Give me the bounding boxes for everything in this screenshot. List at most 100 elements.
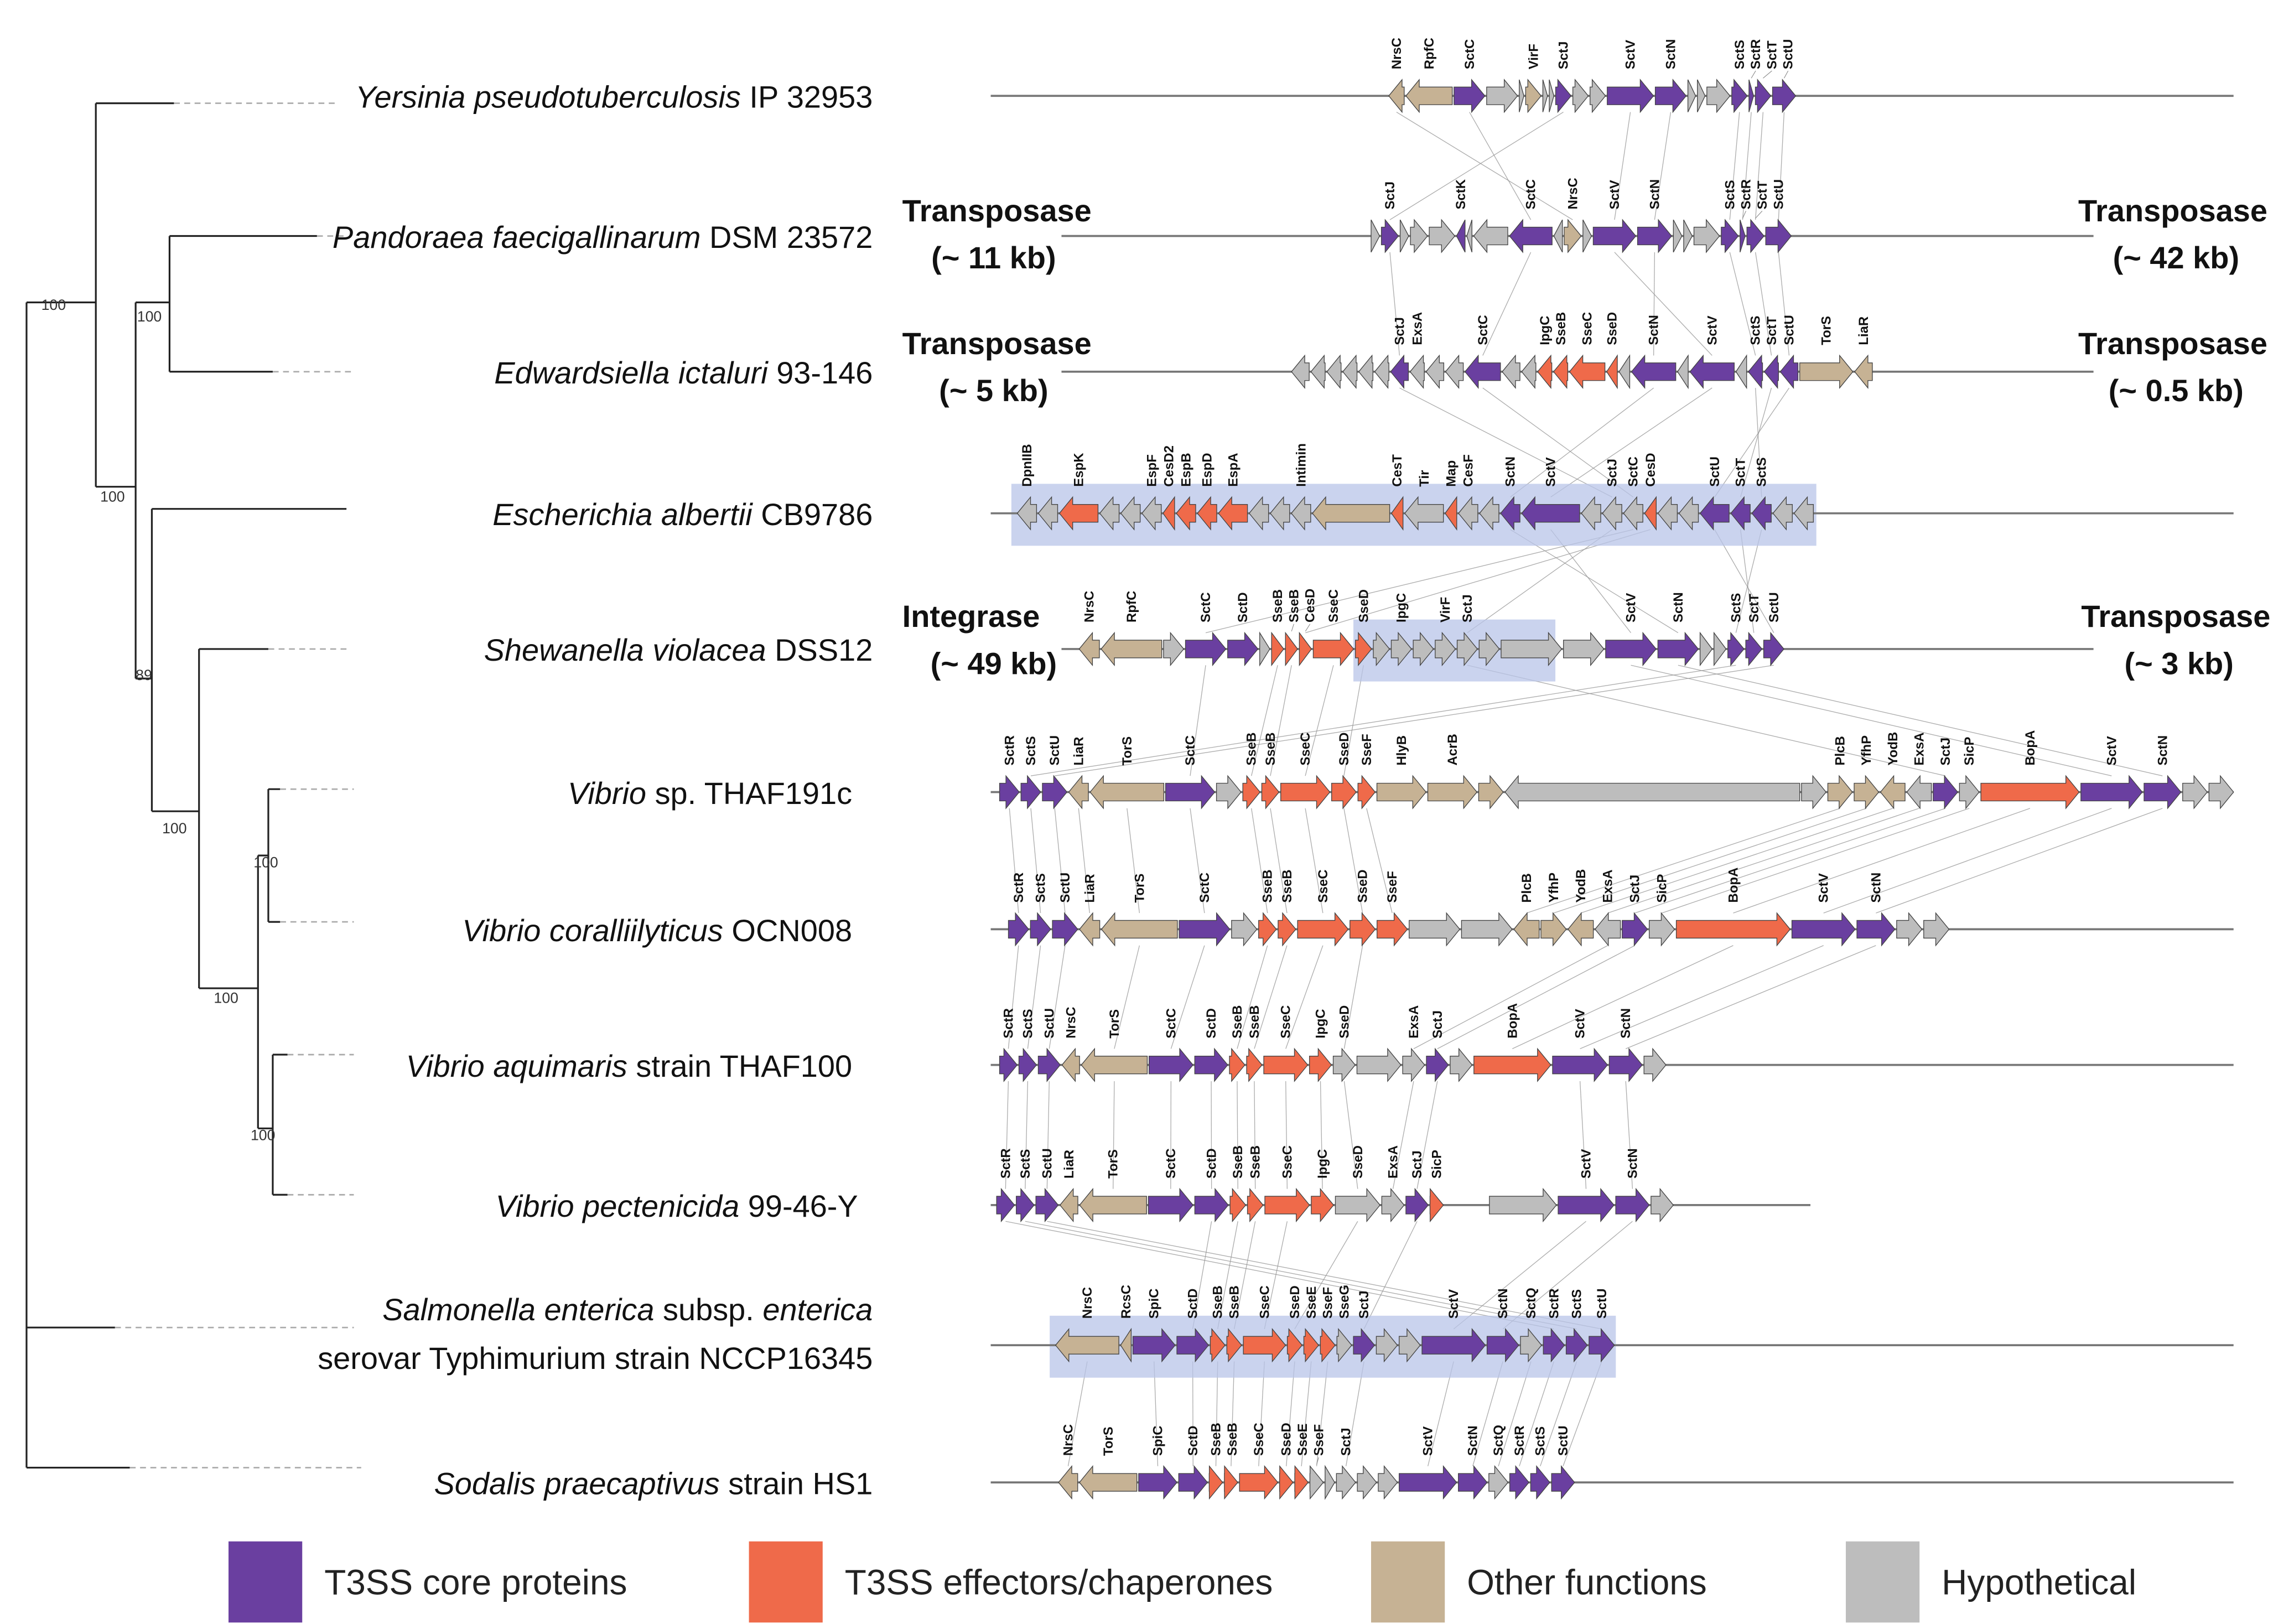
gene-label: SctR [1546, 1289, 1561, 1319]
gene-arrow [1280, 775, 1331, 810]
gene-label: CesT [1390, 454, 1405, 487]
homology-link [1740, 387, 1772, 497]
gene-clusters: NrsC RpfC SctC VirF SctJ SctV SctN SctS SctR SctT… [990, 38, 2234, 1500]
gene-label: SicP [1430, 1150, 1445, 1179]
gene-arrow [1350, 912, 1376, 947]
gene-arrow [1264, 1187, 1310, 1223]
species-label: Shewanella violacea DSS12 [484, 632, 873, 667]
homology-link [1392, 1081, 1414, 1189]
gene-arrow [1286, 1327, 1303, 1363]
gene-arrow [1486, 1327, 1519, 1363]
gene-arrow [1501, 631, 1563, 667]
homology-link [1467, 665, 1946, 776]
gene-arrow [1429, 219, 1456, 253]
gene-arrow [1405, 79, 1453, 113]
homology-link [1553, 808, 1867, 914]
legend: T3SS core proteins T3SS effectors/chapero… [229, 1541, 2136, 1623]
legend-swatch-core [229, 1541, 303, 1623]
gene-label: SseB [1554, 312, 1569, 345]
gene-label: SctN [1647, 179, 1662, 210]
gene-arrow [1421, 1327, 1486, 1363]
gene-arrow [1644, 496, 1657, 531]
gene-label: SctU [1771, 179, 1786, 210]
gene-label: SctR [998, 1148, 1013, 1179]
gene-arrow [1320, 1327, 1336, 1363]
bootstrap-value: 100 [41, 297, 66, 313]
gene-arrow [1772, 79, 1797, 113]
gene-label: SctU [1047, 735, 1062, 766]
homology-link [1170, 945, 1205, 1049]
gene-label: SctN [1466, 1425, 1481, 1456]
homology-link [1237, 1081, 1238, 1189]
gene-label: ExsA [1386, 1145, 1401, 1179]
homology-link [1550, 387, 1712, 497]
gene-label: SseB [1208, 1423, 1223, 1456]
gene-label: SseB [1244, 733, 1259, 766]
gene-label: IpgC [1314, 1009, 1328, 1038]
species-label: Pandoraea faecigallinarum DSM 23572 [333, 220, 873, 255]
flank-element-name: Transposase [2078, 193, 2267, 228]
flank-element-name: Transposase [902, 193, 1092, 228]
gene-arrow [1409, 354, 1425, 389]
gene-arrow [1458, 1465, 1488, 1500]
gene-arrow [1631, 354, 1677, 389]
gene-label: ExsA [1601, 869, 1616, 902]
gene-label: SctJ [1392, 317, 1407, 345]
gene-label: SseF [1321, 1287, 1336, 1319]
gene-arrow [1657, 631, 1699, 667]
gene-label: Map [1444, 460, 1459, 487]
gene-arrow [1194, 1187, 1229, 1223]
homology-link [1563, 1361, 1602, 1466]
homology-link [1027, 945, 1041, 1049]
homology-link [1343, 945, 1363, 1049]
gene-label: SseC [1316, 869, 1331, 902]
gene-arrow [1399, 1465, 1457, 1500]
gene-label: PlcB [1519, 873, 1534, 902]
homology-link [1345, 1361, 1364, 1466]
gene-label: SctC [1164, 1148, 1179, 1179]
gene-label: SseF [1385, 871, 1400, 902]
gene-label: SctJ [1339, 1428, 1354, 1456]
flank-element-size: (~ 5 kb) [939, 373, 1048, 408]
gene-label: SctN [1647, 315, 1662, 345]
gene-arrow [1509, 1465, 1530, 1500]
homology-link [1211, 1081, 1212, 1189]
gene-label: YodB [1886, 732, 1901, 766]
gene-arrow [1594, 912, 1621, 947]
gene-arrow [1176, 1327, 1210, 1363]
homology-link [1192, 1221, 1212, 1329]
gene-arrow [1731, 79, 1748, 113]
homology-link [1264, 1221, 1288, 1329]
gene-arrow [1564, 219, 1582, 253]
gene-arrow [1445, 354, 1464, 389]
gene-arrow [1037, 1047, 1061, 1082]
legend-label: Other functions [1467, 1563, 1707, 1602]
gene-label: SseD [1351, 1145, 1366, 1179]
gene-arrow [1509, 219, 1553, 253]
gene-arrow [1730, 496, 1751, 531]
gene-arrow [1563, 631, 1605, 667]
gene-label: SseD [1356, 589, 1371, 622]
gene-arrow [1464, 354, 1501, 389]
gene-arrow [1138, 1465, 1177, 1500]
gene-label: SctU [1595, 1289, 1610, 1319]
gene-label: CesD [1643, 453, 1658, 486]
gene-arrow [1176, 496, 1196, 531]
homology-link [1580, 945, 1824, 1049]
gene-arrow [1388, 79, 1405, 113]
gene-arrow [1342, 354, 1358, 389]
homology-link [1305, 529, 1651, 634]
bootstrap-value: 100 [214, 990, 238, 1006]
gene-arrow [1008, 912, 1029, 947]
homology-link [1320, 1081, 1323, 1189]
gene-arrow [1445, 496, 1457, 531]
homology-link [1154, 1361, 1159, 1466]
gene-arrow [1697, 79, 1706, 112]
gene-arrow [1325, 1465, 1335, 1500]
gene-arrow [1699, 631, 1713, 667]
gene-label: HlyB [1394, 735, 1409, 766]
gene-arrow [1299, 631, 1312, 667]
gene-label: SctC [1524, 179, 1539, 210]
gene-label: SctC [1197, 873, 1212, 903]
homology-link [1580, 808, 1893, 914]
